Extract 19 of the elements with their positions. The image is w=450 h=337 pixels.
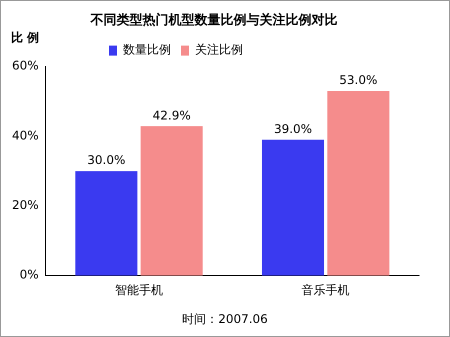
x-tick-label: 音乐手机: [302, 282, 350, 297]
data-label: 53.0%: [339, 73, 378, 88]
y-tick-label: 20%: [12, 198, 39, 212]
legend-label: 关注比例: [195, 42, 243, 57]
bar: [140, 126, 203, 276]
y-tick-label: 60%: [12, 58, 39, 73]
y-tick-label: 40%: [12, 128, 39, 142]
text: 时间：2007.06: [181, 311, 269, 328]
bar: [262, 140, 324, 276]
data-label: 39.0%: [274, 122, 312, 136]
y-tick-label: 0%: [20, 268, 39, 282]
data-label: 30.0%: [87, 153, 126, 168]
x-tick-label: 智能手机: [115, 282, 164, 297]
y-axis-title: 比 例: [11, 30, 40, 45]
bar: [75, 171, 138, 276]
bar: [327, 90, 390, 276]
chart-title: 不同类型热门机型数量比例与关注比例对比: [90, 12, 338, 28]
data-label: 42.9%: [152, 108, 191, 122]
legend-label: 数量比例: [123, 42, 171, 57]
